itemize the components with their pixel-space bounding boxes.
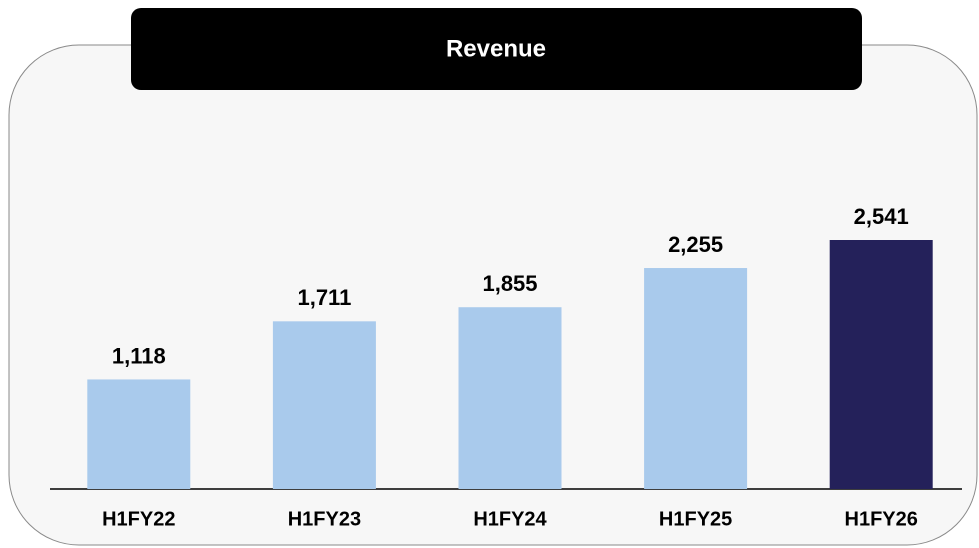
chart-title: Revenue [446,35,546,62]
x-tick-label: H1FY25 [659,508,732,530]
bar [458,307,562,489]
x-tick-label: H1FY24 [473,508,547,530]
title-box [131,8,862,90]
value-label: 2,541 [854,204,909,229]
x-tick-label: H1FY22 [102,508,175,530]
bar [644,268,748,489]
value-label: 1,855 [482,271,537,296]
bar [829,240,933,489]
value-label: 2,255 [668,232,723,257]
value-label: 1,711 [297,285,351,310]
bar [87,379,191,489]
bar [272,321,376,489]
x-tick-label: H1FY26 [845,508,918,530]
value-label: 1,118 [112,343,166,368]
x-tick-label: H1FY23 [288,508,361,530]
